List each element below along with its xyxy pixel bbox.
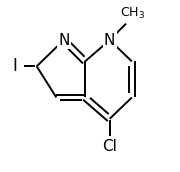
- Text: I: I: [12, 57, 17, 75]
- Text: Cl: Cl: [102, 139, 117, 154]
- Text: N: N: [104, 33, 115, 48]
- Text: CH$_3$: CH$_3$: [120, 6, 145, 21]
- Text: N: N: [58, 33, 69, 48]
